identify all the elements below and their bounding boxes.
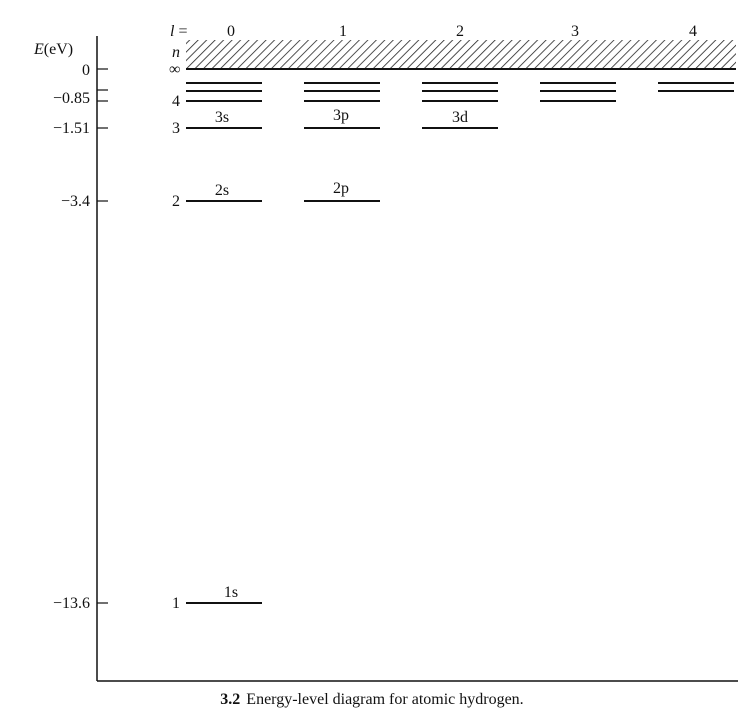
l-value-1: 1 xyxy=(339,23,347,40)
l-header-label: l = xyxy=(170,23,187,40)
level-label-3s: 3s xyxy=(215,109,229,126)
n-header-label: n xyxy=(172,44,180,61)
n-label-1: 1 xyxy=(172,595,180,612)
n-label-2: 2 xyxy=(172,193,180,210)
figure-caption: 3.2 Energy-level diagram for atomic hydro… xyxy=(0,690,744,710)
tick-label-0: 0 xyxy=(82,62,90,79)
infinity-label: ∞ xyxy=(169,61,180,78)
tick-label-13.6: −13.6 xyxy=(53,595,90,612)
energy-axis-title: E(eV) xyxy=(33,41,73,58)
level-label-1s: 1s xyxy=(224,584,238,601)
upper-levels-group xyxy=(186,82,734,102)
figure-caption-text: Energy-level diagram for atomic hydrogen… xyxy=(246,691,524,708)
l-value-2: 2 xyxy=(456,23,464,40)
level-label-2s: 2s xyxy=(215,182,229,199)
n-label-3: 3 xyxy=(172,120,180,137)
tick-label-1.51: −1.51 xyxy=(53,120,90,137)
level-label-3p: 3p xyxy=(333,107,349,124)
l-value-0: 0 xyxy=(227,23,235,40)
n-label-4: 4 xyxy=(172,93,180,110)
tick-label-0.85: −0.85 xyxy=(53,90,90,107)
level-label-2p: 2p xyxy=(333,180,349,197)
l-value-4: 4 xyxy=(689,23,697,40)
continuum-region xyxy=(186,40,736,68)
l-value-3: 3 xyxy=(571,23,579,40)
figure-number: 3.2 xyxy=(220,691,241,708)
level-label-3d: 3d xyxy=(452,109,468,126)
tick-label-3.4: −3.4 xyxy=(61,193,90,210)
